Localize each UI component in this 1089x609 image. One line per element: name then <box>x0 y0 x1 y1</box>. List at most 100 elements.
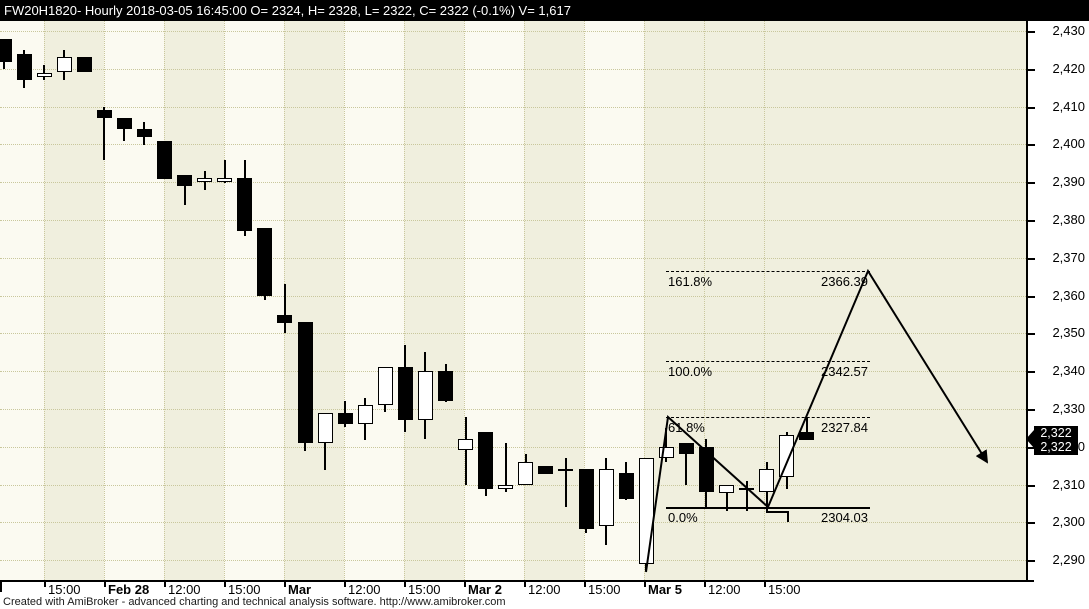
fib-level-value-label: 2327.84 <box>821 420 868 435</box>
time-tick <box>644 582 646 587</box>
candle-wick <box>284 284 286 333</box>
candle-wick <box>565 458 567 507</box>
candle-body <box>217 178 232 182</box>
candle-body <box>418 371 433 420</box>
h-gridline <box>0 296 1026 297</box>
candle-body <box>298 322 313 443</box>
candle-body <box>699 447 714 492</box>
price-tick <box>1028 296 1035 298</box>
candle-body <box>659 447 674 458</box>
fib-level-line <box>666 271 870 272</box>
price-tick-label: 2,340 <box>1052 363 1085 378</box>
v-gridline <box>644 21 645 580</box>
candle-body <box>739 488 754 490</box>
price-tick <box>1028 69 1035 71</box>
time-tick <box>344 582 346 587</box>
time-tick <box>464 582 466 587</box>
time-tick-label: Mar 5 <box>648 582 682 597</box>
time-axis-line <box>0 580 1034 582</box>
session-band <box>404 21 464 580</box>
time-tick <box>164 582 166 587</box>
candle-body <box>137 129 152 137</box>
candle-body <box>97 110 112 118</box>
candle-body <box>338 413 353 424</box>
h-gridline <box>0 560 1026 561</box>
v-gridline <box>344 21 345 580</box>
price-tick <box>1028 31 1035 33</box>
h-gridline <box>0 69 1026 70</box>
h-gridline <box>0 144 1026 145</box>
time-tick-label: 15:00 <box>228 582 261 597</box>
price-tick <box>1028 182 1035 184</box>
time-tick <box>704 582 706 587</box>
price-tick <box>1028 522 1035 524</box>
price-tick <box>1028 258 1035 260</box>
candle-body <box>197 178 212 182</box>
candle-body <box>719 485 734 493</box>
h-gridline <box>0 409 1026 410</box>
price-tick-label: 2,380 <box>1052 212 1085 227</box>
candle-body <box>518 462 533 485</box>
v-gridline <box>44 21 45 580</box>
fib-level-line <box>666 361 870 362</box>
session-band <box>524 21 584 580</box>
candle-body <box>639 458 654 564</box>
session-band <box>464 21 524 580</box>
time-tick-label: 12:00 <box>168 582 201 597</box>
time-tick-label: 15:00 <box>768 582 801 597</box>
time-tick <box>524 582 526 587</box>
h-gridline <box>0 371 1026 372</box>
session-band <box>0 21 44 580</box>
candle-wick <box>103 107 105 160</box>
price-tick-label: 2,360 <box>1052 288 1085 303</box>
price-tick-label: 2,330 <box>1052 401 1085 416</box>
candle-body <box>117 118 132 129</box>
time-tick-label: 12:00 <box>708 582 741 597</box>
v-gridline <box>764 21 765 580</box>
price-tick-label: 2,350 <box>1052 325 1085 340</box>
candle-body <box>779 435 794 477</box>
fib-level-value-label: 2366.39 <box>821 274 868 289</box>
fib-level-line <box>666 507 870 509</box>
time-tick-label: Mar 2 <box>468 582 502 597</box>
session-band <box>164 21 224 580</box>
price-tick <box>1028 107 1035 109</box>
session-band <box>284 21 344 580</box>
price-axis-line <box>1026 21 1028 582</box>
price-tick-label: 2,310 <box>1052 477 1085 492</box>
footer-credit: Created with AmiBroker - advanced charti… <box>3 596 506 608</box>
candle-body <box>679 443 694 454</box>
candle-body <box>57 57 72 72</box>
candle-body <box>277 315 292 323</box>
chart-title-text: FW20H1820- Hourly 2018-03-05 16:45:00 O=… <box>4 3 571 18</box>
fib-level-line <box>666 417 870 418</box>
time-tick-label: Feb 28 <box>108 582 150 597</box>
candle-wick <box>43 65 45 80</box>
h-gridline <box>0 447 1026 448</box>
session-band <box>584 21 644 580</box>
candle-body <box>599 469 614 526</box>
time-tick <box>44 582 46 587</box>
candle-wick <box>184 175 186 205</box>
price-tick <box>1028 409 1035 411</box>
h-gridline <box>0 107 1026 108</box>
candle-body <box>358 405 373 424</box>
price-tick <box>1028 333 1035 335</box>
candle-body <box>17 54 32 80</box>
candle-wick <box>505 443 507 492</box>
candle-body <box>579 469 594 529</box>
candle-body <box>37 73 52 77</box>
price-tick-label: 2,290 <box>1052 552 1085 567</box>
v-gridline <box>164 21 165 580</box>
time-tick <box>0 582 2 592</box>
candle-body <box>257 228 272 296</box>
price-tick-label: 2,400 <box>1052 136 1085 151</box>
price-tick <box>1028 485 1035 487</box>
price-tick <box>1028 371 1035 373</box>
time-tick-label: 15:00 <box>48 582 81 597</box>
candle-wick <box>224 160 226 183</box>
v-gridline <box>224 21 225 580</box>
v-gridline <box>104 21 105 580</box>
session-band <box>344 21 404 580</box>
candle-body <box>458 439 473 450</box>
